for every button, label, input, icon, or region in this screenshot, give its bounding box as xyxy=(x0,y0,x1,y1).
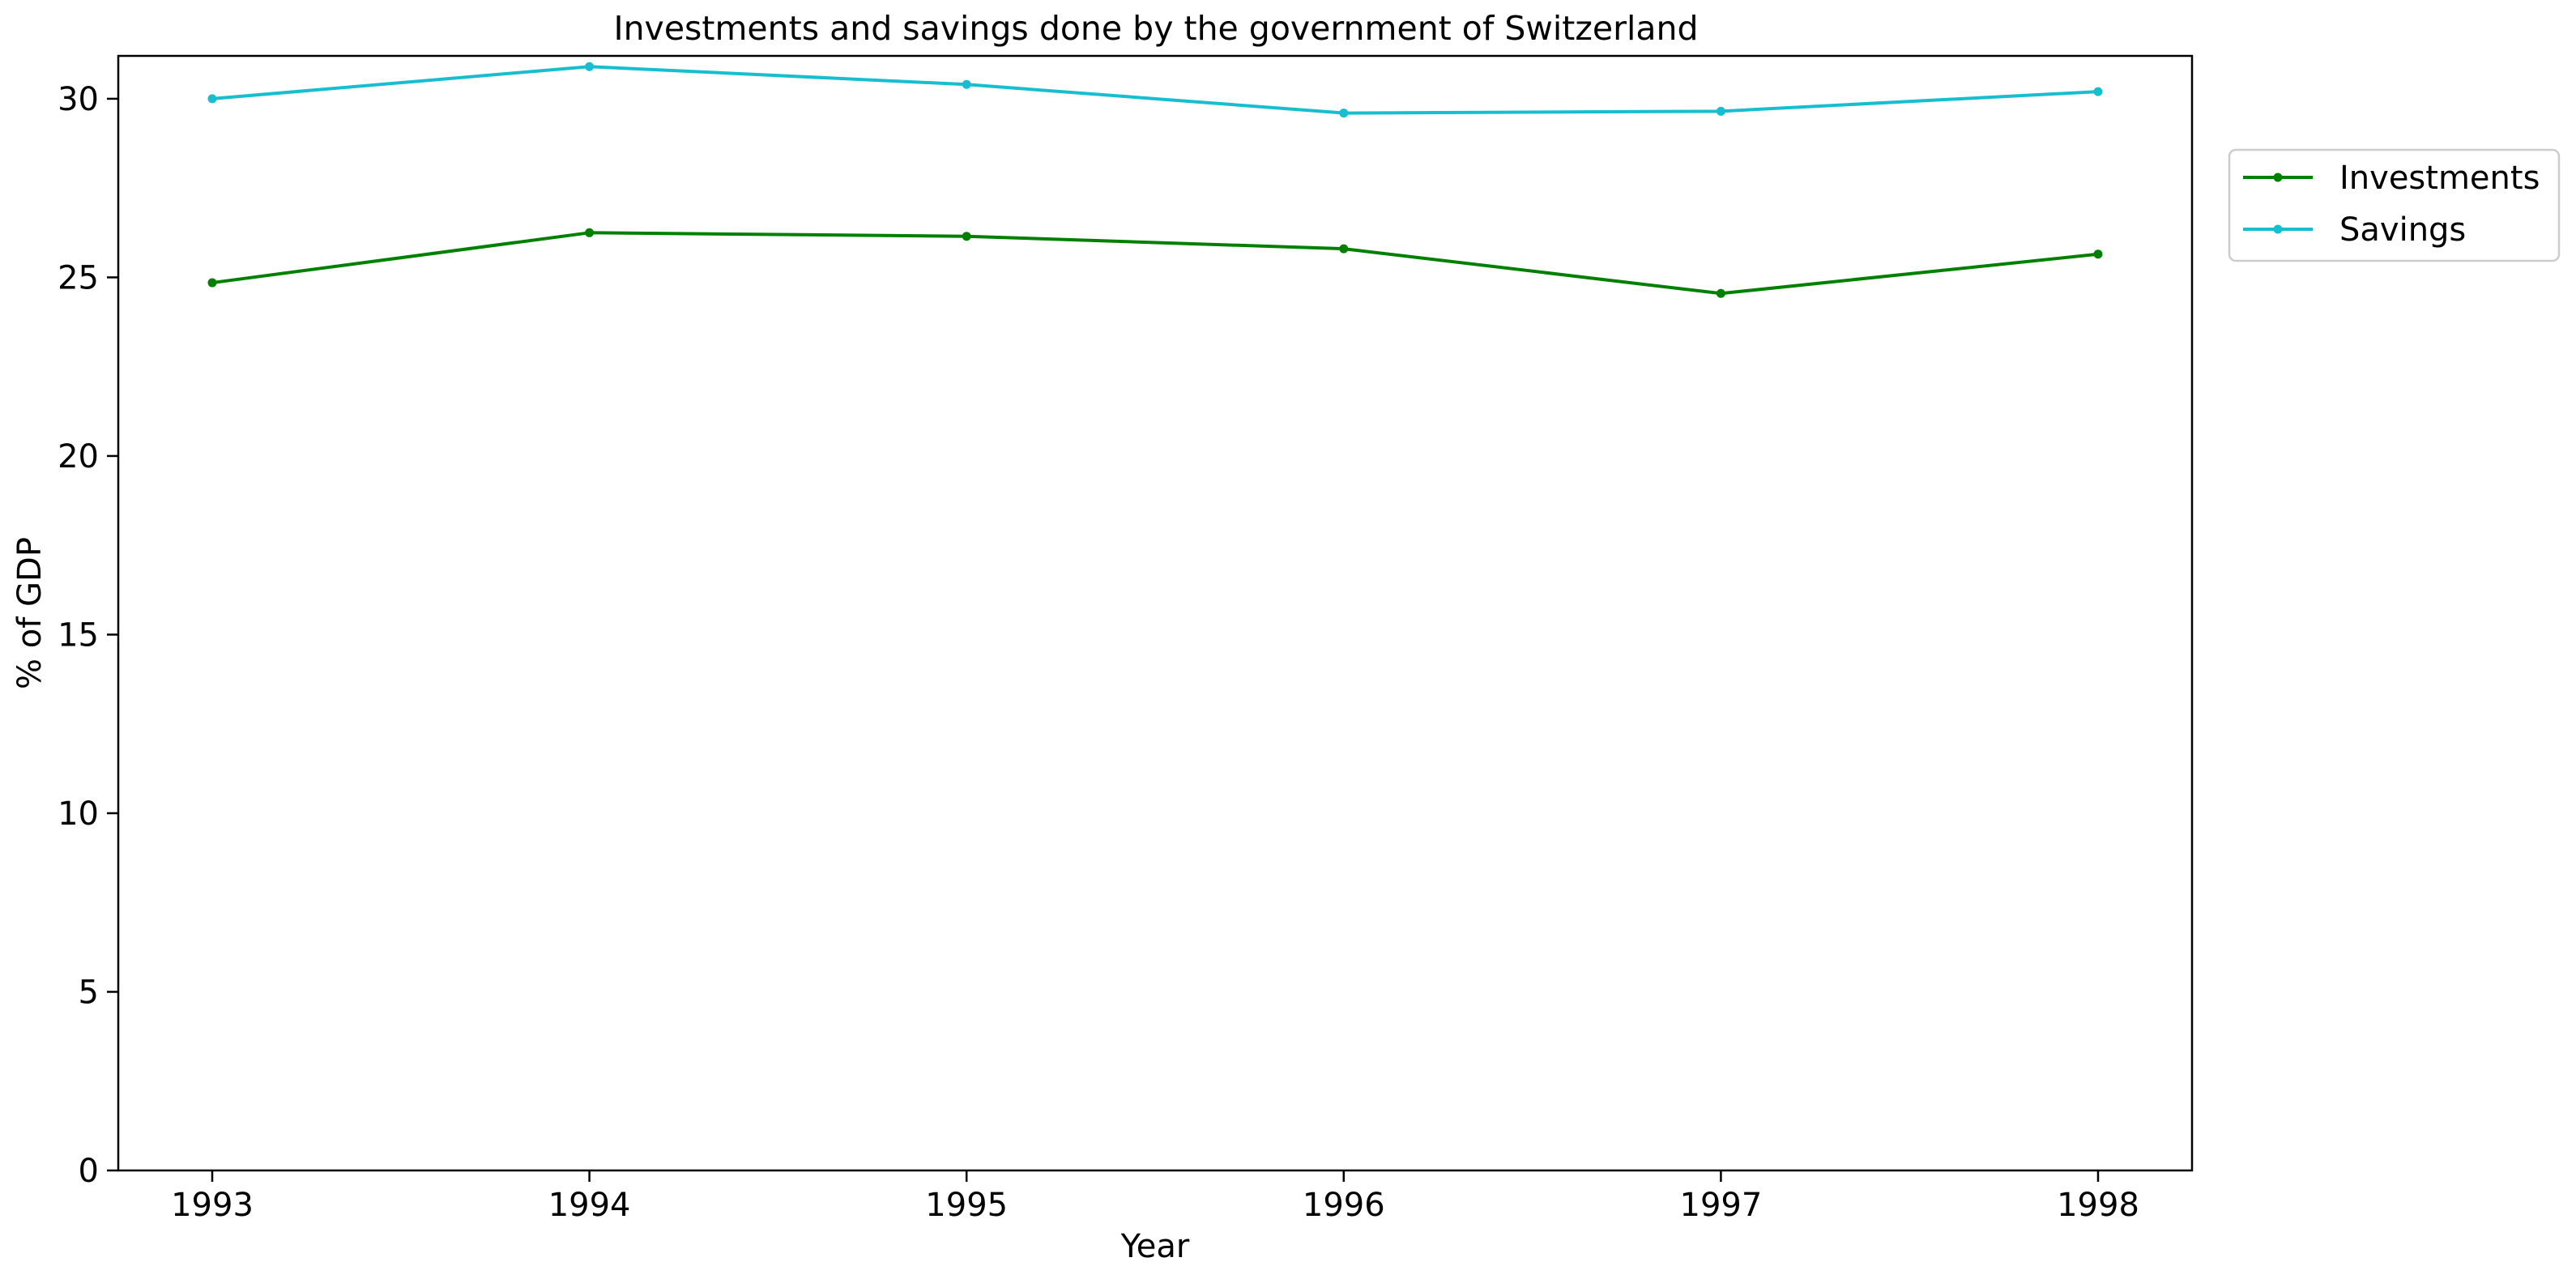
y-tick-label: 5 xyxy=(79,974,99,1011)
x-axis: 1993 1994 1995 1996 1997 1998 xyxy=(171,1170,2139,1224)
y-axis-label: % of GDP xyxy=(11,537,49,689)
legend-marker-investments xyxy=(2273,173,2283,182)
series-line-savings xyxy=(211,65,2099,115)
x-tick-label: 1995 xyxy=(925,1187,1008,1224)
data-point-investments xyxy=(1716,288,1725,298)
data-point-investments xyxy=(585,228,595,237)
legend: Investments Savings xyxy=(2228,148,2561,262)
series-line-investments xyxy=(211,231,2099,296)
data-point-savings xyxy=(1716,106,1725,116)
x-tick-label: 1994 xyxy=(548,1187,631,1224)
x-tick-label: 1993 xyxy=(171,1187,254,1224)
x-tick-label: 1997 xyxy=(1680,1187,1763,1224)
data-point-savings xyxy=(1339,109,1349,118)
y-axis: 0 5 10 15 20 25 30 xyxy=(58,81,118,1190)
data-point-investments xyxy=(2093,249,2103,259)
legend-label-investments: Investments xyxy=(2339,160,2540,197)
data-point-savings xyxy=(585,62,595,71)
chart-title: Investments and savings done by the gove… xyxy=(613,9,1698,48)
x-tick-label: 1996 xyxy=(1303,1187,1385,1224)
x-axis-label: Year xyxy=(1120,1228,1190,1265)
y-tick-label: 25 xyxy=(58,259,99,296)
data-point-savings xyxy=(2093,87,2103,96)
x-tick-label: 1998 xyxy=(2057,1187,2139,1224)
y-tick-label: 20 xyxy=(58,438,99,475)
data-point-investments xyxy=(207,278,217,288)
legend-marker-savings xyxy=(2273,224,2283,234)
data-point-savings xyxy=(207,94,217,104)
y-tick-label: 30 xyxy=(58,81,99,118)
data-point-investments xyxy=(1339,244,1349,254)
plot-area xyxy=(117,54,2194,1172)
legend-label-savings: Savings xyxy=(2339,211,2466,249)
data-point-savings xyxy=(962,79,971,89)
data-point-investments xyxy=(962,232,971,241)
y-tick-label: 10 xyxy=(58,795,99,833)
series-layer xyxy=(207,62,2103,298)
y-tick-label: 15 xyxy=(58,616,99,654)
y-tick-label: 0 xyxy=(79,1153,99,1190)
